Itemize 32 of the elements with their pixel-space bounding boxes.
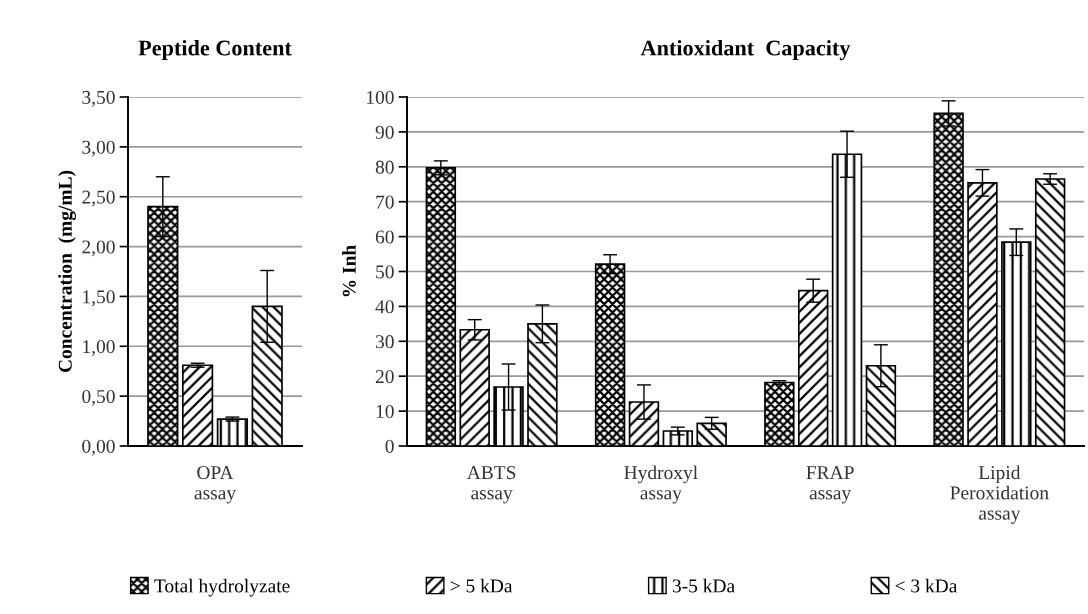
x-tick-label: Hydroxyl assay	[624, 465, 698, 504]
x-tick-label: FRAP assay	[806, 466, 854, 504]
y-tick-label: 70	[376, 195, 394, 209]
y-tick-label: 90	[375, 125, 394, 139]
chart-title: Antioxidant Capacity	[640, 39, 851, 61]
chart-title: Peptide Content	[138, 39, 292, 61]
y-tick-label: 50	[376, 265, 394, 279]
legend-label: Total hydrolyzate	[154, 578, 290, 597]
y-tick-label: 60	[375, 230, 394, 244]
x-tick-label: ABTS assay	[466, 466, 516, 504]
legend-label: < 3 kDa	[895, 578, 958, 593]
legend-label: > 5 kDa	[450, 578, 513, 593]
y-tick-label: 1,00	[83, 340, 115, 357]
y-tick-label: 80	[375, 160, 394, 174]
y-tick-label: 0	[385, 439, 394, 453]
y-tick-label: 40	[375, 300, 394, 314]
y-tick-label: 30	[375, 335, 394, 349]
y-tick-label: 3,50	[82, 90, 115, 107]
y-axis-title: % Inh	[342, 245, 356, 297]
y-tick-label: 2,50	[82, 190, 115, 207]
y-tick-label: 0,00	[82, 439, 115, 456]
y-tick-label: 20	[375, 370, 394, 384]
y-tick-label: 100	[367, 90, 394, 104]
y-tick-label: 1,50	[83, 290, 115, 307]
x-tick-label: OPA assay	[194, 466, 236, 504]
legend-label: 3-5 kDa	[672, 578, 735, 593]
y-tick-label: 10	[376, 404, 394, 419]
y-tick-label: 0,50	[82, 389, 115, 406]
y-tick-label: 2,00	[82, 240, 115, 257]
x-tick-label: Lipid Peroxidation assay	[950, 465, 1049, 524]
y-tick-label: 3,00	[82, 140, 115, 157]
y-axis-title: Concentration (mg/mL)	[58, 170, 76, 373]
